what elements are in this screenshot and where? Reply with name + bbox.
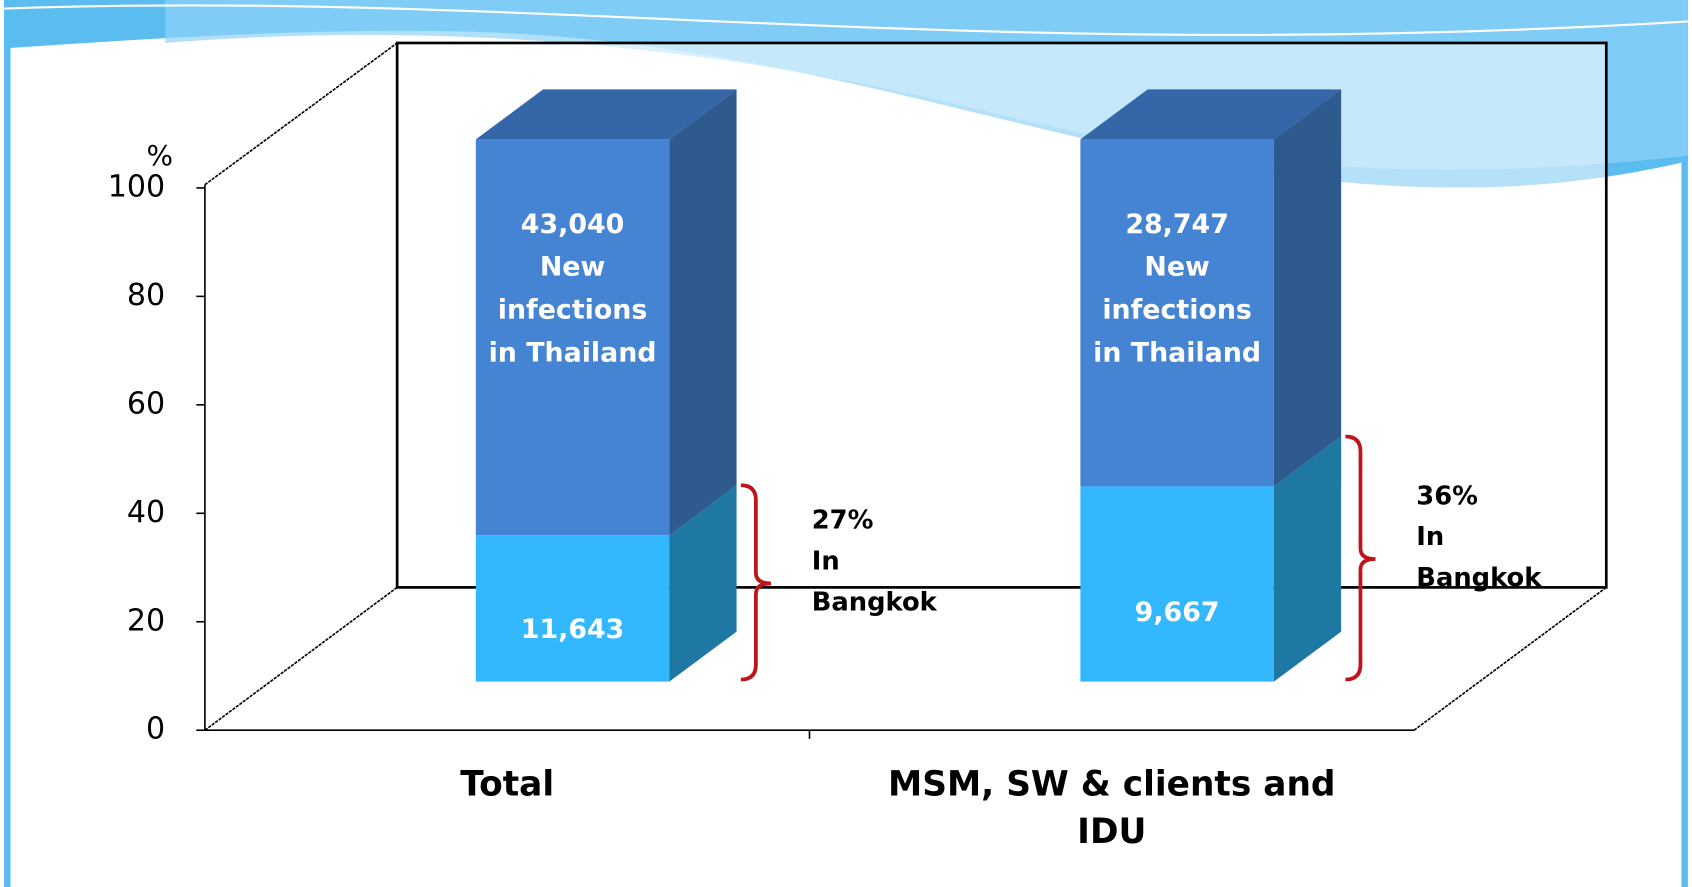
y-tick-label: 20: [127, 603, 165, 638]
segment-label: 28,747: [1125, 209, 1229, 240]
segment-label: 9,667: [1135, 597, 1220, 628]
segment-label: 43,040: [521, 209, 625, 240]
segment-label: in Thailand: [1093, 338, 1261, 369]
bar-segment: [1080, 436, 1342, 682]
bar-side: [669, 485, 737, 682]
bar-segment: [1080, 89, 1342, 487]
bar-front: [475, 139, 670, 536]
segment-label: infections: [498, 295, 648, 326]
y-axis-label: %: [147, 139, 174, 172]
bar-segment: [475, 89, 737, 536]
x-tick-label: MSM, SW & clients and IDU: [888, 763, 1336, 852]
y-tick-label: 60: [127, 386, 165, 421]
bar-side: [1273, 436, 1342, 682]
bracket-label: Bangkok: [812, 587, 938, 617]
segment-label: New: [540, 252, 605, 283]
bracket-label: In: [812, 546, 840, 576]
floor-edge: [1413, 586, 1607, 731]
y-tick-label: 80: [127, 278, 165, 313]
bracket-label: 27%: [812, 506, 874, 536]
y-tick-label: 100: [108, 169, 165, 204]
segment-label: New: [1144, 252, 1209, 283]
wall-edge: [204, 42, 398, 186]
bar-top: [1080, 89, 1342, 140]
bracket: [740, 483, 771, 682]
segment-label: infections: [1102, 295, 1252, 326]
bracket: [1345, 434, 1376, 682]
floor-edge: [204, 586, 398, 731]
bracket-label: In: [1416, 522, 1444, 552]
y-tick-label: 0: [146, 712, 165, 747]
bar-top: [475, 89, 737, 140]
wave-line: [4, 4, 1688, 37]
bar-front: [1080, 486, 1274, 682]
bar-front: [1080, 139, 1274, 487]
bracket-label: Bangkok: [1416, 563, 1542, 593]
bar-side: [1273, 89, 1342, 487]
bar-segment: [475, 485, 737, 682]
y-tick-label: 40: [127, 495, 165, 530]
x-tick-label: Total: [460, 763, 555, 805]
bar-side: [669, 89, 737, 536]
x-label-box: Total: [460, 763, 555, 805]
bar-front: [475, 535, 670, 682]
segment-label: in Thailand: [489, 338, 657, 369]
x-label-box: MSM, SW & clients and IDU: [888, 763, 1336, 852]
bracket-label: 36%: [1416, 481, 1478, 511]
segment-label: 11,643: [521, 614, 625, 645]
